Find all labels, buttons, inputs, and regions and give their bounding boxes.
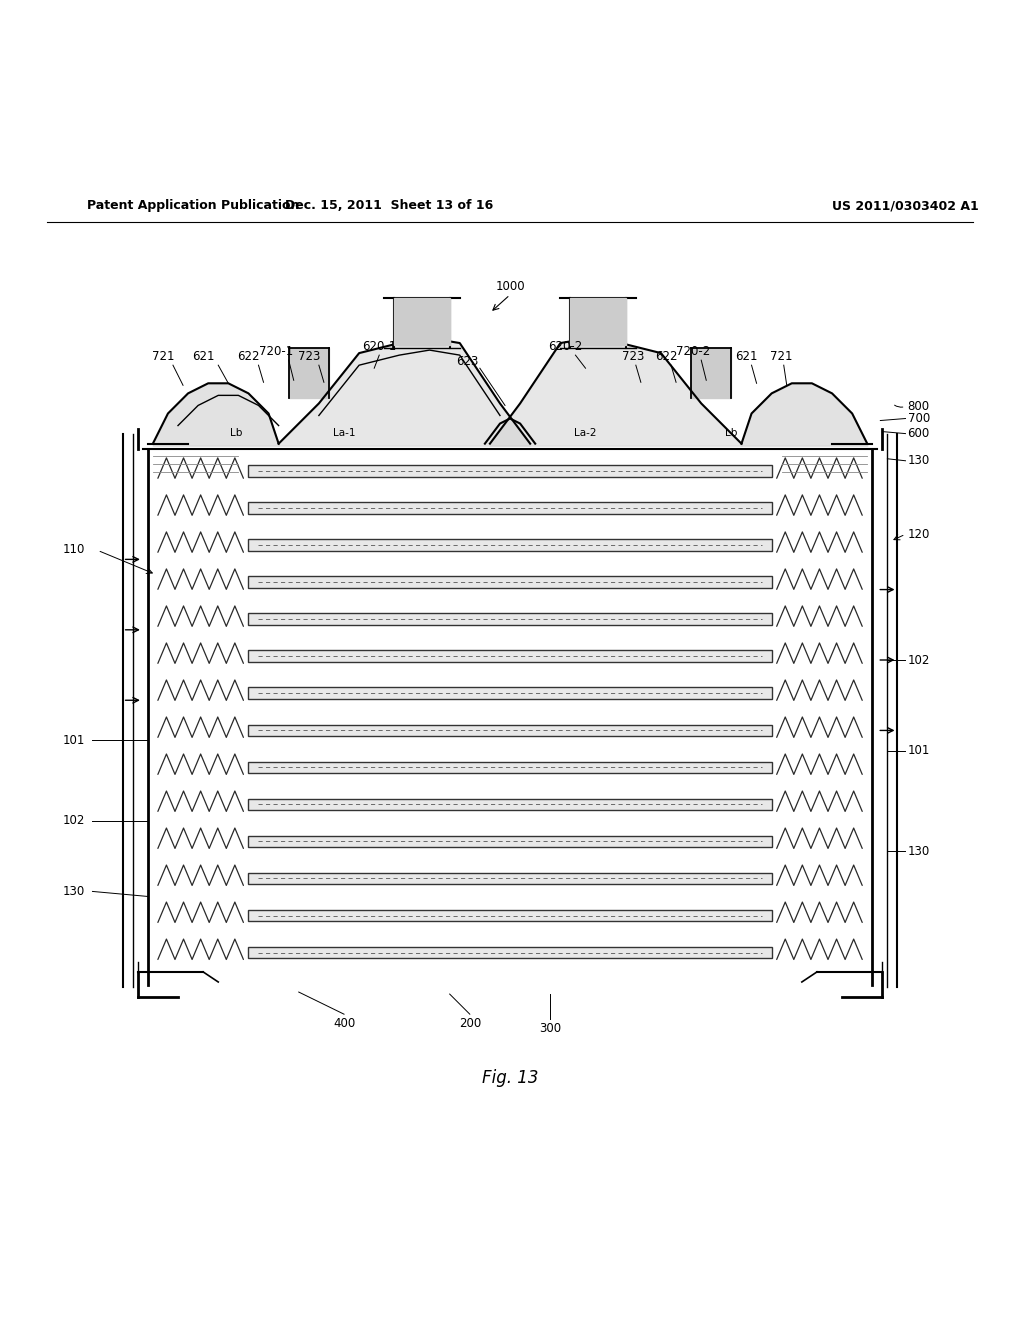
Text: La-1: La-1 — [333, 428, 355, 438]
Text: 130: 130 — [907, 454, 930, 467]
Bar — [249, 614, 772, 626]
Text: 101: 101 — [907, 744, 930, 758]
Text: 400: 400 — [333, 1018, 355, 1030]
Bar — [249, 762, 772, 774]
Text: 620-1: 620-1 — [362, 341, 396, 354]
Bar — [249, 577, 772, 589]
Text: 130: 130 — [62, 884, 85, 898]
Bar — [249, 688, 772, 700]
Bar — [249, 873, 772, 884]
Text: 723: 723 — [622, 350, 644, 363]
Text: Lb: Lb — [230, 428, 243, 438]
Bar — [249, 836, 772, 847]
Bar — [249, 725, 772, 737]
Text: Fig. 13: Fig. 13 — [482, 1069, 539, 1086]
Bar — [249, 909, 772, 921]
Text: 721: 721 — [770, 350, 793, 363]
Text: 110: 110 — [62, 543, 85, 556]
Polygon shape — [289, 348, 329, 399]
Text: 700: 700 — [907, 412, 930, 425]
Text: 621: 621 — [735, 350, 758, 363]
Text: 300: 300 — [540, 1022, 561, 1035]
Text: 620-2: 620-2 — [548, 341, 583, 354]
Text: 600: 600 — [907, 428, 930, 440]
Polygon shape — [570, 298, 626, 345]
Text: 101: 101 — [62, 734, 85, 747]
Text: 1000: 1000 — [496, 280, 525, 293]
Text: 200: 200 — [459, 1018, 481, 1030]
Text: 120: 120 — [907, 528, 930, 541]
Polygon shape — [394, 298, 450, 345]
Text: Lb: Lb — [725, 428, 737, 438]
Text: 102: 102 — [907, 653, 930, 667]
Text: Patent Application Publication: Patent Application Publication — [87, 199, 300, 213]
Polygon shape — [691, 348, 731, 399]
Text: 130: 130 — [907, 845, 930, 858]
Bar — [249, 503, 772, 515]
Text: 721: 721 — [152, 350, 174, 363]
Text: 723: 723 — [298, 350, 319, 363]
Text: Dec. 15, 2011  Sheet 13 of 16: Dec. 15, 2011 Sheet 13 of 16 — [285, 199, 494, 213]
Text: La-2: La-2 — [574, 428, 597, 438]
Text: 622: 622 — [654, 350, 677, 363]
Text: 623: 623 — [457, 355, 479, 368]
Text: 720-2: 720-2 — [676, 345, 711, 358]
Bar — [249, 540, 772, 552]
Bar — [249, 466, 772, 478]
Text: 800: 800 — [907, 400, 930, 413]
Text: 622: 622 — [238, 350, 260, 363]
Text: 720-1: 720-1 — [259, 345, 294, 358]
Text: 621: 621 — [191, 350, 214, 363]
Bar — [249, 946, 772, 958]
Bar — [249, 799, 772, 810]
Text: US 2011/0303402 A1: US 2011/0303402 A1 — [833, 199, 979, 213]
Bar — [249, 651, 772, 663]
Text: 102: 102 — [62, 814, 85, 828]
